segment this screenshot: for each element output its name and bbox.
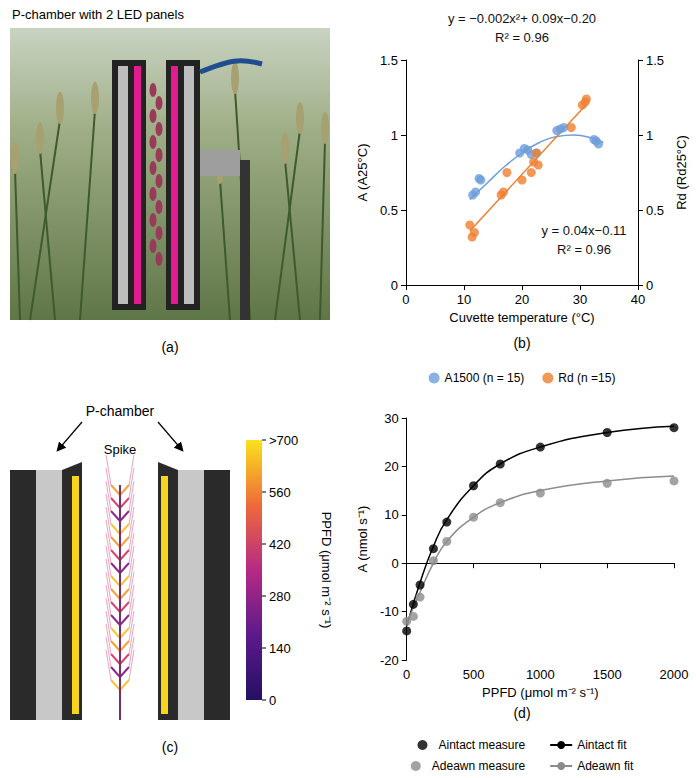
- svg-text:20: 20: [515, 292, 529, 307]
- svg-text:y = 0.04x−0.11: y = 0.04x−0.11: [541, 223, 626, 238]
- svg-text:10: 10: [457, 292, 471, 307]
- svg-text:0: 0: [402, 292, 409, 307]
- svg-text:P-chamber with 2 LED panels: P-chamber with 2 LED panels: [12, 7, 184, 22]
- svg-text:2000: 2000: [660, 667, 689, 682]
- svg-text:Cuvette temperature (°C): Cuvette temperature (°C): [449, 310, 594, 325]
- svg-text:560: 560: [269, 485, 291, 500]
- svg-text:0.5: 0.5: [380, 203, 398, 218]
- svg-text:0.5: 0.5: [646, 203, 664, 218]
- svg-text:0: 0: [646, 278, 653, 293]
- svg-text:A (A25°C): A (A25°C): [355, 144, 370, 202]
- svg-text:1000: 1000: [526, 667, 555, 682]
- svg-text:Spike: Spike: [104, 442, 137, 457]
- svg-text:1: 1: [646, 128, 653, 143]
- svg-text:y = −0.002x²+ 0.09x−0.20: y = −0.002x²+ 0.09x−0.20: [448, 11, 596, 26]
- svg-text:A (nmol s⁻¹): A (nmol s⁻¹): [355, 506, 370, 573]
- svg-text:(c): (c): [162, 739, 178, 755]
- svg-text:0: 0: [269, 693, 276, 708]
- svg-text:1.5: 1.5: [380, 53, 398, 68]
- svg-text:R² = 0.96: R² = 0.96: [495, 30, 549, 45]
- svg-text:Rd (Rd25°C): Rd (Rd25°C): [674, 135, 689, 210]
- svg-text:1.5: 1.5: [646, 53, 664, 68]
- svg-text:(b): (b): [513, 335, 530, 351]
- svg-text:R² = 0.96: R² = 0.96: [557, 242, 611, 257]
- svg-text:1500: 1500: [593, 667, 622, 682]
- svg-text:30: 30: [573, 292, 587, 307]
- svg-text:280: 280: [269, 589, 291, 604]
- svg-text:0: 0: [391, 556, 398, 571]
- svg-text:Aintact fit: Aintact fit: [577, 738, 627, 752]
- svg-text:Adeawn measure: Adeawn measure: [432, 759, 526, 773]
- svg-text:420: 420: [269, 537, 291, 552]
- svg-text:10: 10: [384, 507, 398, 522]
- svg-text:1: 1: [391, 128, 398, 143]
- svg-text:Aintact measure: Aintact measure: [438, 738, 525, 752]
- svg-text:>700: >700: [269, 433, 298, 448]
- svg-text:PPFD (μmol m⁻² s⁻¹): PPFD (μmol m⁻² s⁻¹): [319, 512, 334, 629]
- svg-text:500: 500: [463, 667, 485, 682]
- svg-text:-20: -20: [380, 653, 399, 668]
- svg-text:140: 140: [269, 641, 291, 656]
- svg-text:40: 40: [631, 292, 645, 307]
- svg-text:20: 20: [384, 459, 398, 474]
- svg-text:A1500 (n = 15): A1500 (n = 15): [445, 371, 525, 385]
- svg-text:30: 30: [384, 411, 398, 426]
- svg-text:Adeawn fit: Adeawn fit: [577, 759, 634, 773]
- svg-text:0: 0: [403, 667, 410, 682]
- svg-text:-10: -10: [380, 604, 399, 619]
- svg-text:(a): (a): [161, 339, 178, 355]
- svg-text:(d): (d): [513, 705, 530, 721]
- svg-text:Rd (n =15): Rd (n =15): [558, 371, 615, 385]
- svg-text:P-chamber: P-chamber: [86, 403, 155, 419]
- svg-text:PPFD (μmol m⁻² s⁻¹): PPFD (μmol m⁻² s⁻¹): [482, 685, 599, 700]
- svg-text:0: 0: [391, 278, 398, 293]
